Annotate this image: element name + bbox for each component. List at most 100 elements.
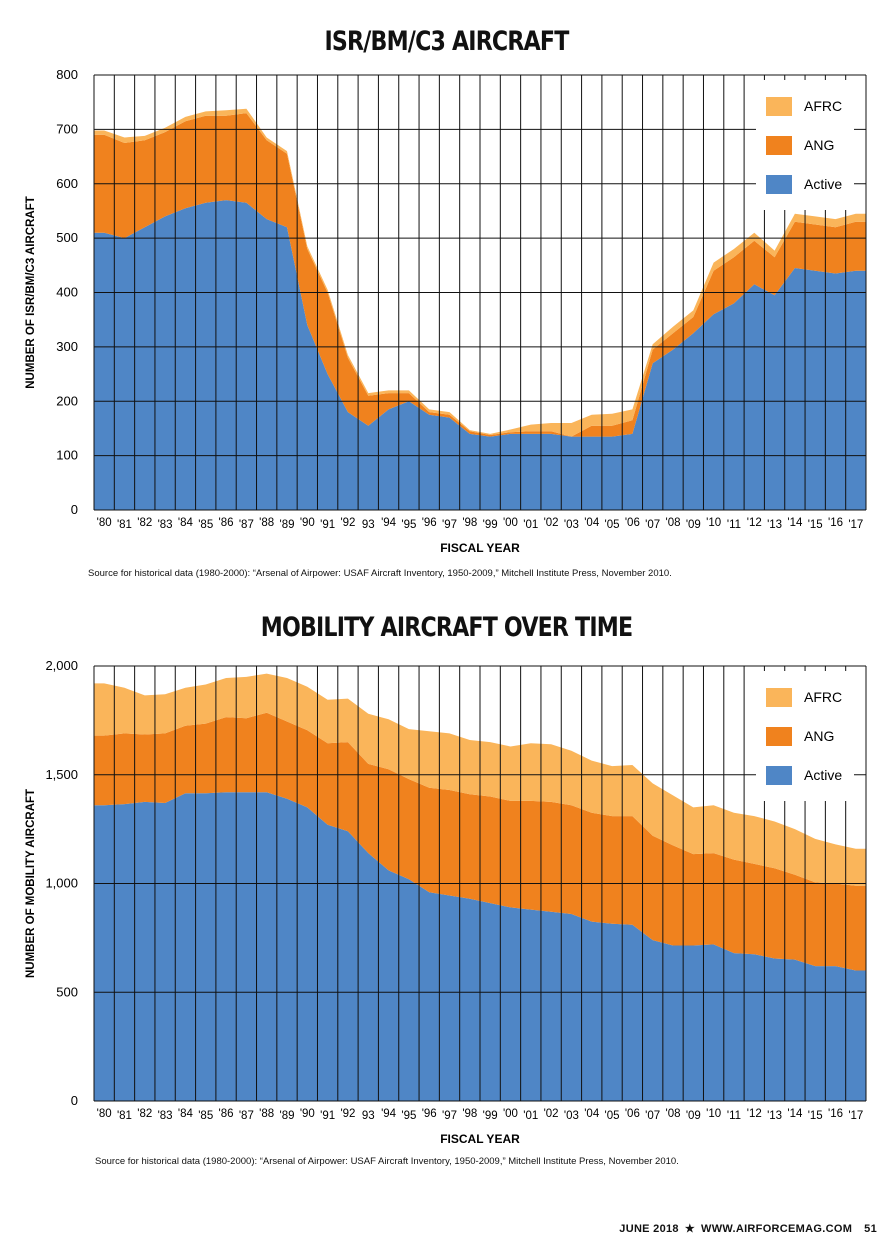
- mobility-x-tick-label: '13: [767, 1110, 782, 1122]
- mobility-x-tick-label: '99: [483, 1110, 498, 1122]
- isr-x-tick-label: '87: [239, 519, 254, 531]
- isr-y-tick-label: 600: [56, 176, 78, 191]
- mobility-y-tick-label: 1,000: [45, 876, 78, 891]
- mobility-y-tick-label: 1,500: [45, 767, 78, 782]
- isr-x-tick-label: '97: [442, 519, 457, 531]
- isr-source-note: Source for historical data (1980-2000): …: [88, 568, 672, 579]
- isr-x-tick-label: '83: [158, 519, 173, 531]
- mobility-x-tick-label: '98: [462, 1108, 477, 1120]
- isr-area-active: [94, 200, 866, 510]
- isr-x-tick-label: '96: [422, 517, 437, 529]
- mobility-y-tick-label: 500: [56, 984, 78, 999]
- isr-x-tick-label: '00: [503, 517, 518, 529]
- isr-x-tick-label: '98: [462, 517, 477, 529]
- isr-x-tick-label: '86: [219, 517, 234, 529]
- isr-x-tick-label: '08: [666, 517, 681, 529]
- isr-x-tick-label: '80: [97, 517, 112, 529]
- isr-x-tick-label: '09: [686, 519, 701, 531]
- mobility-x-tick-label: '85: [198, 1110, 213, 1122]
- mobility-x-tick-label: '14: [787, 1108, 803, 1120]
- isr-x-tick-label: '13: [767, 519, 782, 531]
- isr-legend-label-ang: ANG: [804, 137, 834, 153]
- page-number: 51: [864, 1223, 877, 1235]
- page-footer: JUNE 2018 ★ WWW.AIRFORCEMAG.COM 51: [619, 1222, 877, 1235]
- mobility-x-tick-label: '92: [340, 1108, 355, 1120]
- isr-x-tick-label: '04: [584, 517, 600, 529]
- mobility-x-tick-label: '15: [808, 1110, 823, 1122]
- mobility-y-tick-label: 0: [71, 1093, 78, 1108]
- isr-x-tick-label: 93: [362, 519, 375, 531]
- mobility-x-tick-label: '82: [137, 1108, 152, 1120]
- footer-issue: JUNE 2018: [619, 1223, 679, 1235]
- isr-x-tick-label: '82: [137, 517, 152, 529]
- mobility-chart-title: MOBILITY AIRCRAFT OVER TIME: [260, 612, 633, 643]
- isr-x-tick-label: '10: [706, 517, 721, 529]
- mobility-x-tick-label: '06: [625, 1108, 640, 1120]
- footer-website-link[interactable]: WWW.AIRFORCEMAG.COM: [701, 1223, 853, 1235]
- mobility-x-tick-label: '83: [158, 1110, 173, 1122]
- mobility-x-tick-label: '01: [523, 1110, 538, 1122]
- isr-x-tick-label: '94: [381, 517, 397, 529]
- isr-x-tick-label: '84: [178, 517, 194, 529]
- mobility-legend-label-active: Active: [804, 767, 842, 783]
- isr-legend-label-active: Active: [804, 176, 842, 192]
- mobility-x-tick-label: '08: [666, 1108, 681, 1120]
- mobility-x-tick-label: '03: [564, 1110, 579, 1122]
- isr-x-tick-label: '02: [544, 517, 559, 529]
- isr-y-tick-label: 800: [56, 67, 78, 82]
- mobility-x-tick-label: '95: [401, 1110, 416, 1122]
- mobility-x-tick-label: '04: [584, 1108, 600, 1120]
- mobility-y-tick-label: 2,000: [45, 658, 78, 673]
- isr-y-axis-title: NUMBER OF ISR/BM/C3 AIRCRAFT: [25, 196, 37, 389]
- star-icon: ★: [684, 1223, 696, 1235]
- mobility-x-tick-label: '96: [422, 1108, 437, 1120]
- isr-legend-label-afrc: AFRC: [804, 98, 842, 114]
- isr-y-tick-label: 200: [56, 393, 78, 408]
- mobility-x-tick-label: '09: [686, 1110, 701, 1122]
- mobility-x-tick-label: '84: [178, 1108, 194, 1120]
- mobility-x-tick-label: 93: [362, 1110, 375, 1122]
- isr-x-tick-label: '90: [300, 517, 315, 529]
- isr-x-tick-label: '03: [564, 519, 579, 531]
- mobility-x-tick-label: '90: [300, 1108, 315, 1120]
- isr-x-tick-label: '95: [401, 519, 416, 531]
- mobility-x-tick-label: '97: [442, 1110, 457, 1122]
- isr-y-tick-label: 100: [56, 448, 78, 463]
- isr-x-tick-label: '17: [848, 519, 863, 531]
- mobility-x-tick-label: '05: [605, 1110, 620, 1122]
- isr-y-tick-label: 300: [56, 339, 78, 354]
- isr-y-tick-label: 500: [56, 230, 78, 245]
- isr-x-tick-label: '16: [828, 517, 843, 529]
- isr-x-tick-label: '06: [625, 517, 640, 529]
- isr-area-afrc: [94, 108, 866, 437]
- mobility-source-note: Source for historical data (1980-2000): …: [95, 1156, 679, 1167]
- isr-x-tick-label: '81: [117, 519, 132, 531]
- mobility-x-tick-label: '11: [727, 1110, 741, 1122]
- isr-x-tick-label: '99: [483, 519, 498, 531]
- mobility-chart: 0 500 1,000 1,500 2,000 '80 '81 '82 '83 '84 '85 '86…: [25, 658, 867, 1146]
- mobility-x-tick-label: '10: [706, 1108, 721, 1120]
- isr-x-axis-title: FISCAL YEAR: [440, 541, 520, 555]
- mobility-x-tick-label: '12: [747, 1108, 762, 1120]
- mobility-x-tick-label: '17: [848, 1110, 863, 1122]
- isr-x-tick-label: '11: [727, 519, 741, 531]
- isr-legend-swatch-ang: [766, 136, 792, 155]
- isr-x-tick-label: '89: [280, 519, 295, 531]
- isr-legend-swatch-active: [766, 175, 792, 194]
- mobility-x-tick-label: '91: [320, 1110, 335, 1122]
- isr-x-tick-label: '88: [259, 517, 274, 529]
- isr-x-tick-label: '07: [645, 519, 660, 531]
- mobility-legend-label-ang: ANG: [804, 728, 834, 744]
- isr-x-tick-label: '14: [787, 517, 803, 529]
- mobility-legend-swatch-ang: [766, 727, 792, 746]
- isr-x-tick-label: '01: [523, 519, 538, 531]
- isr-chart: 0 100 200 300 400 500 600 700 800 '80 '81 '82 '83 '84…: [25, 67, 867, 555]
- mobility-x-tick-label: '00: [503, 1108, 518, 1120]
- mobility-x-tick-label: '86: [219, 1108, 234, 1120]
- mobility-legend-swatch-afrc: [766, 688, 792, 707]
- mobility-legend-label-afrc: AFRC: [804, 689, 842, 705]
- mobility-x-tick-label: '87: [239, 1110, 254, 1122]
- isr-x-tick-label: '85: [198, 519, 213, 531]
- isr-x-tick-label: '91: [320, 519, 335, 531]
- isr-legend-swatch-afrc: [766, 97, 792, 116]
